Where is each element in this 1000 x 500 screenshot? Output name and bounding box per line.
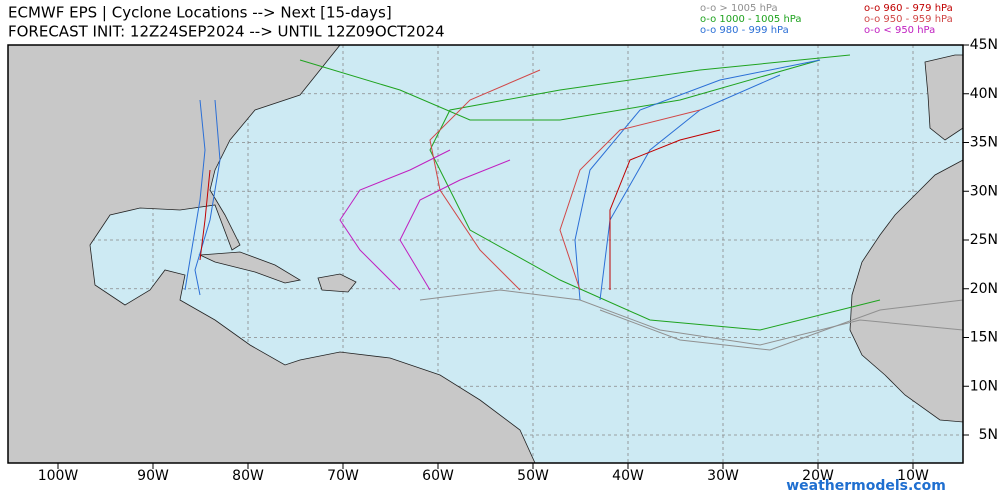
africa (849, 159, 964, 423)
lon-label: 70W (327, 468, 359, 484)
lat-label: 20N (970, 281, 998, 297)
latitude-labels: 45N 40N 35N 30N 25N 20N 15N 10N 5N (963, 37, 998, 443)
lat-label: 10N (970, 378, 998, 394)
lat-label: 5N (979, 427, 998, 443)
lon-label: 40W (612, 468, 644, 484)
legend-entry: o-o < 950 hPa (864, 25, 935, 36)
longitude-labels: 100W 90W 80W 70W 60W 50W 40W 30W 20W 10W (38, 463, 929, 484)
lat-label: 40N (970, 86, 998, 102)
lon-label: 20W (802, 468, 834, 484)
lon-label: 50W (517, 468, 549, 484)
legend-entry: o-o 960 - 979 hPa (864, 3, 953, 14)
iberia (924, 54, 964, 141)
lat-label: 25N (970, 232, 998, 248)
lon-label: 60W (422, 468, 454, 484)
lat-label: 45N (970, 37, 998, 53)
legend-entry: o-o 980 - 999 hPa (700, 25, 789, 36)
title-line-2: FORECAST INIT: 12Z24SEP2024 --> UNTIL 12… (8, 23, 445, 41)
storm-tracks (184, 54, 964, 351)
legend-entry: o-o 950 - 959 hPa (864, 14, 953, 25)
lon-label: 30W (707, 468, 739, 484)
watermark: weathermodels.com (786, 478, 946, 494)
lat-label: 35N (970, 135, 998, 151)
hispaniola (317, 273, 357, 293)
lon-label: 90W (137, 468, 169, 484)
lon-label: 80W (232, 468, 264, 484)
lon-label: 10W (897, 468, 929, 484)
map-frame (7, 44, 964, 464)
legend-entry: o-o > 1005 hPa (700, 3, 778, 14)
lat-label: 15N (970, 330, 998, 346)
cuba (198, 251, 302, 284)
title-line-1: ECMWF EPS | Cyclone Locations --> Next [… (8, 4, 392, 22)
americas (7, 44, 536, 464)
lon-label: 100W (38, 468, 79, 484)
legend-entry: o-o 1000 - 1005 hPa (700, 14, 801, 25)
lat-label: 30N (970, 183, 998, 199)
